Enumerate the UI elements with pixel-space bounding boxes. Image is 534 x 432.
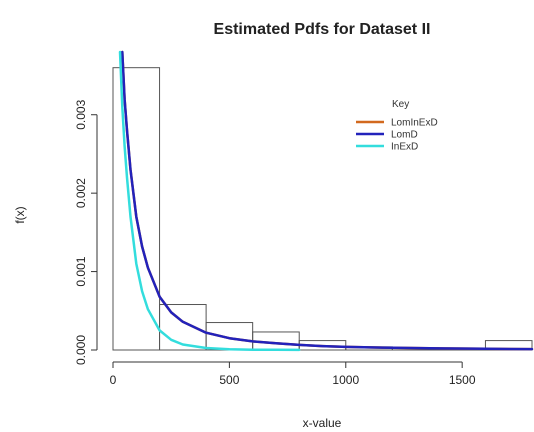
- legend-label-lomd: LomD: [391, 130, 418, 141]
- histogram-bar-3: [205, 322, 254, 351]
- x-axis-label: x-value: [303, 416, 342, 430]
- y-tick-label: 0.002: [74, 178, 88, 208]
- x-tick-label: 1000: [332, 373, 359, 387]
- x-tick-label: 0: [110, 373, 117, 387]
- histogram-bar-1: [112, 67, 161, 351]
- density-lines: [118, 50, 534, 352]
- legend-title: Key: [392, 99, 409, 110]
- y-axis-label: f(x): [13, 206, 27, 223]
- y-axis: 0.000 0.001 0.002 0.003: [74, 99, 98, 365]
- plot-area: 0 500 1000 1500 0.000 0.001 0.002 0.003: [74, 50, 534, 387]
- chart-title: Estimated Pdfs for Dataset II: [214, 21, 431, 38]
- legend-label-lominexd: LomInExD: [391, 118, 438, 129]
- series-line-lomd: [121, 50, 534, 351]
- x-axis: 0 500 1000 1500: [110, 361, 476, 387]
- legend-label-inexd: InExD: [391, 142, 418, 153]
- x-tick-label: 500: [219, 373, 239, 387]
- histogram: [112, 67, 533, 351]
- y-tick-label: 0.000: [74, 335, 88, 365]
- series-line-inexd: [118, 50, 301, 352]
- y-tick-label: 0.003: [74, 99, 88, 129]
- x-tick-label: 1500: [449, 373, 476, 387]
- y-tick-label: 0.001: [74, 256, 88, 286]
